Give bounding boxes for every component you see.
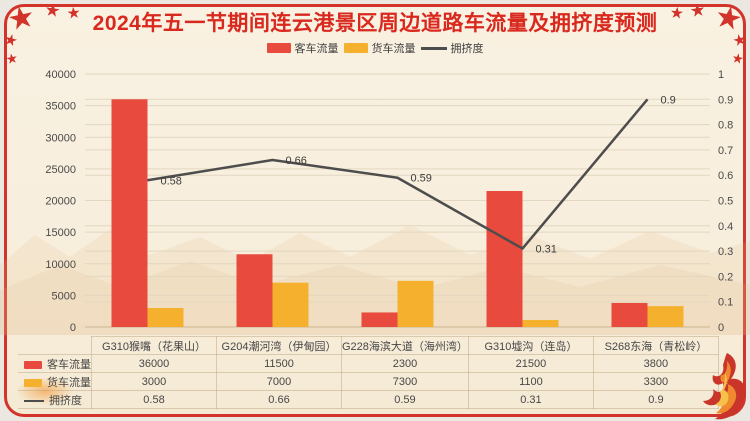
passenger-flow-swatch-icon [266,43,291,53]
table-cell: 0.59 [341,390,469,409]
bar-red-swatch-icon [24,360,42,369]
y-axis-tick-right: 0.6 [718,170,733,182]
bar-passenger [111,99,148,327]
y-axis-tick-right: 0.2 [718,271,733,283]
bar-truck [522,320,559,327]
congestion-line-swatch-icon [420,46,447,50]
bar-truck [397,280,434,327]
table-header-cell: S268东海（青松岭） [592,336,719,355]
data-point-label: 0.31 [536,244,557,256]
table-cell: 0.9 [592,390,719,409]
y-axis-tick-left: 30000 [45,132,76,144]
table-cell: 3000 [91,372,217,391]
y-axis-tick-left: 0 [70,322,76,334]
y-axis-tick-right: 0.3 [718,246,733,258]
bars [111,99,684,327]
table-row: 拥挤度 0.58 0.66 0.59 0.31 0.9 [18,390,719,409]
y-axis-tick-left: 35000 [45,101,76,113]
data-point-label: 0.9 [661,94,676,106]
congestion-line [147,98,649,250]
y-axis-tick-right: 0.9 [718,94,733,106]
y-axis-tick-right: 0 [718,322,724,334]
table-row-label: 客车流量 [18,354,92,373]
y-axis-tick-left: 25000 [45,164,76,176]
y-axis-tick-left: 15000 [45,227,76,239]
data-point-label: 0.59 [411,173,432,185]
axis-ticks: 1 0.9 0.8 0.7 0.6 0.5 0.4 0.3 0.2 0.1 0 40000 35000 3… [45,69,733,334]
y-axis-tick-left: 20000 [45,196,76,208]
table-cell: 7000 [216,372,342,391]
legend-item-truck[interactable]: 货车流量 [343,40,416,56]
y-axis-tick-right: 0.7 [718,145,733,157]
legend-label: 拥挤度 [450,43,484,55]
line-dark-swatch-icon [24,399,44,402]
table-row: 货车流量 3000 7000 7300 1100 3300 [18,372,719,391]
data-point-label: 0.66 [286,155,307,167]
bar-truck [647,306,684,327]
legend-label: 客车流量 [294,43,339,55]
table-cell: 0.66 [216,390,342,409]
table-cell: 0.31 [467,390,594,409]
y-axis-tick-right: 0.5 [718,196,733,208]
table-cell: 0.58 [91,390,217,409]
table-header-cell: G310墟沟（连岛） [467,336,594,355]
y-axis-tick-right: 0.8 [718,120,733,132]
chart-legend: 客车流量 货车流量 拥挤度 [0,41,750,55]
y-axis-tick-left: 5000 [52,290,76,302]
table-row: 客车流量 36000 11500 2300 21500 3800 [18,354,719,373]
y-axis-tick-left: 40000 [45,69,76,81]
table-header-cell: G228海滨大道（海州湾） [341,336,469,355]
legend-item-congestion[interactable]: 拥挤度 [420,40,484,56]
table-row-label: 货车流量 [18,372,92,391]
bar-yellow-swatch-icon [24,378,42,387]
legend-label: 货车流量 [371,43,416,55]
table-cell: 36000 [91,354,217,373]
table-corner-cell [18,337,92,355]
bar-passenger [236,254,273,327]
data-table: G310猴嘴（花果山） G204潮河湾（伊甸园） G228海滨大道（海州湾） G310… [18,336,719,409]
bar-truck [272,282,309,327]
legend-item-passenger[interactable]: 客车流量 [266,40,339,56]
page-title: 2024年五一节期间连云港景区周边道路车流量及拥挤度预测 [92,12,658,35]
bar-passenger [611,302,648,327]
y-axis-tick-right: 0.1 [718,297,733,309]
data-point-label: 0.58 [161,175,182,187]
table-cell: 2300 [341,354,469,373]
bar-passenger [486,191,523,327]
bar-passenger [361,312,398,327]
table-cell: 3300 [592,372,719,391]
table-row-label: 拥挤度 [18,390,92,409]
table-header-cell: G204潮河湾（伊甸园） [216,336,342,355]
table-cell: 7300 [341,372,469,391]
y-axis-tick-right: 1 [718,69,724,81]
bar-truck [147,308,184,327]
table-header-cell: G310猴嘴（花果山） [91,336,217,355]
table-cell: 21500 [467,354,594,373]
table-cell: 1100 [467,372,594,391]
truck-flow-swatch-icon [343,43,368,53]
table-cell: 3800 [592,354,719,373]
y-axis-tick-right: 0.4 [718,221,733,233]
table-header-row: G310猴嘴（花果山） G204潮河湾（伊甸园） G228海滨大道（海州湾） G310… [18,336,719,355]
table-cell: 11500 [216,354,342,373]
y-axis-tick-left: 10000 [45,259,76,271]
